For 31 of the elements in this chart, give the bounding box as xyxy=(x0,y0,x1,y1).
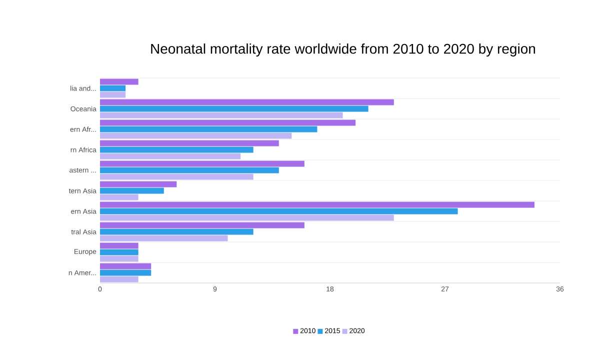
bar xyxy=(100,202,534,208)
bar xyxy=(100,228,254,235)
bar xyxy=(100,167,279,174)
bar xyxy=(100,153,241,160)
bar xyxy=(100,85,126,92)
bar xyxy=(100,256,138,262)
bar xyxy=(100,146,254,153)
bar xyxy=(100,194,138,200)
bar xyxy=(100,242,138,249)
bar xyxy=(100,263,152,270)
bar xyxy=(100,276,138,282)
bar xyxy=(100,132,292,139)
bar xyxy=(100,235,228,242)
bar xyxy=(100,174,254,180)
bar xyxy=(100,126,318,132)
bar xyxy=(100,160,304,167)
bar xyxy=(100,140,279,146)
bar xyxy=(100,78,138,85)
bar xyxy=(100,112,343,118)
bar xyxy=(100,208,458,214)
bar xyxy=(100,181,177,188)
bar xyxy=(100,270,152,276)
bar xyxy=(100,188,164,194)
chart-title: Neonatal mortality rate worldwide from 2010 to 2020 by region xyxy=(151,43,536,57)
bar xyxy=(100,120,356,126)
bar xyxy=(100,222,304,228)
bar xyxy=(100,92,126,98)
bar xyxy=(100,106,368,112)
bar xyxy=(100,249,138,256)
bar xyxy=(100,214,394,221)
bar xyxy=(100,99,394,106)
